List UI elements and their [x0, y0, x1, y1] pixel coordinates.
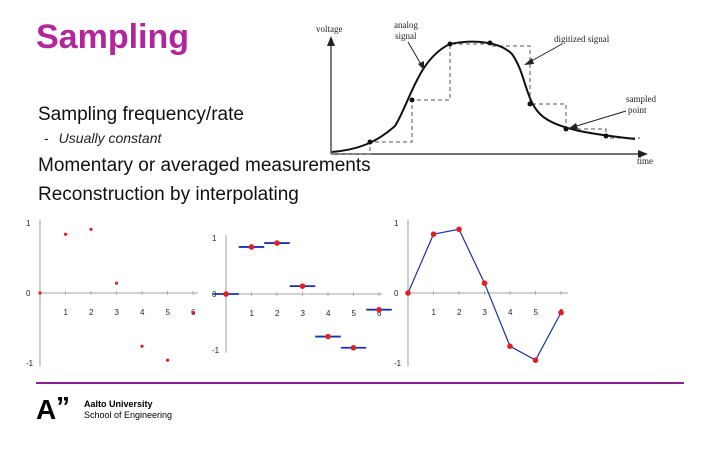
digitized-label: digitized signal [554, 34, 610, 44]
sample-point [325, 333, 331, 340]
x-tick-label: 3 [483, 308, 488, 317]
sample-point [89, 227, 93, 231]
time-label: time [637, 156, 653, 166]
x-tick-label: 6 [377, 309, 382, 318]
sample-point [140, 344, 144, 348]
sample-point [350, 344, 357, 351]
analog-signal-label: signal [395, 31, 417, 41]
signal-y-arrow [327, 36, 335, 46]
x-tick-label: 2 [89, 308, 94, 317]
sample-point [563, 126, 569, 132]
y-tick-label: 0 [394, 289, 399, 298]
sample-point [409, 97, 415, 103]
sample-point [456, 226, 462, 233]
logo-mark: A [36, 394, 57, 425]
sample-point [603, 133, 609, 139]
bullet-reconstruction: Reconstruction by interpolating [38, 184, 299, 205]
x-tick-label: 5 [166, 308, 171, 317]
x-tick-label: 5 [352, 309, 357, 318]
voltage-label: voltage [316, 24, 343, 34]
sample-point [447, 41, 453, 47]
x-tick-label: 5 [534, 308, 539, 317]
x-tick-label: 4 [326, 309, 331, 318]
sample-point [299, 283, 306, 289]
logo-quote-mark: ” [56, 391, 70, 422]
y-tick-label: -1 [394, 359, 402, 368]
sample-point [487, 40, 493, 46]
x-tick-label: 2 [275, 309, 280, 318]
logo-school-name: School of Engineering [84, 410, 173, 420]
point-label: point [628, 105, 647, 115]
sample-point [114, 281, 119, 285]
sample-point [191, 311, 195, 315]
sample-point [405, 290, 411, 296]
sample-point [248, 244, 255, 250]
logo-university-name: Aalto University [84, 399, 153, 409]
sample-point [527, 101, 533, 107]
analog-pointer-head [418, 61, 424, 70]
x-tick-label: 4 [508, 308, 513, 317]
aalto-logo: A ” Aalto University School of Engineeri… [36, 391, 226, 425]
analog-signal-curve [331, 40, 636, 153]
sampled-pointer-head [568, 123, 578, 129]
sub-bullet-usually-constant: - Usually constant [44, 130, 161, 146]
analog-pointer [407, 41, 423, 67]
sample-point [223, 291, 229, 297]
sample-point [558, 309, 564, 316]
y-tick-label: -1 [26, 359, 34, 368]
x-tick-label: 3 [301, 309, 306, 318]
digitized-pointer-head [524, 58, 534, 65]
sub-bullet-text: Usually constant [58, 130, 162, 146]
x-tick-label: 1 [64, 308, 69, 317]
sampled-pointer [569, 110, 627, 129]
sample-point [481, 280, 488, 286]
footer-divider [36, 382, 684, 384]
sample-point [367, 139, 373, 145]
sample-point [376, 306, 382, 313]
sample-point [165, 358, 170, 362]
y-tick-label: 1 [212, 234, 217, 243]
x-tick-label: 2 [457, 308, 462, 317]
digitized-signal-line [331, 43, 640, 155]
x-tick-label: 1 [250, 309, 255, 318]
sample-point [507, 343, 513, 349]
sample-point [532, 357, 539, 363]
signal-figure: voltage analog signal digitized signal s… [316, 20, 656, 166]
x-tick-label: 1 [432, 308, 437, 317]
y-tick-label: 1 [394, 219, 399, 228]
sampled-label: sampled [626, 94, 656, 104]
x-tick-label: 4 [140, 308, 145, 317]
sample-point [274, 240, 280, 246]
y-tick-label: 1 [26, 219, 31, 228]
sample-point [38, 291, 42, 295]
analog-label: analog [394, 20, 418, 30]
bullet-sampling-frequency: Sampling frequency/rate [38, 104, 244, 125]
bullet-measurements: Momentary or averaged measurements [38, 155, 371, 176]
x-tick-label: 3 [115, 308, 120, 317]
sub-bullet-marker: - [44, 130, 49, 146]
y-tick-label: -1 [212, 346, 220, 355]
y-tick-label: 0 [26, 289, 31, 298]
sample-point [430, 231, 437, 237]
slide-title: Sampling [36, 18, 190, 56]
sample-point [63, 232, 68, 236]
signal-x-arrow [638, 150, 648, 158]
